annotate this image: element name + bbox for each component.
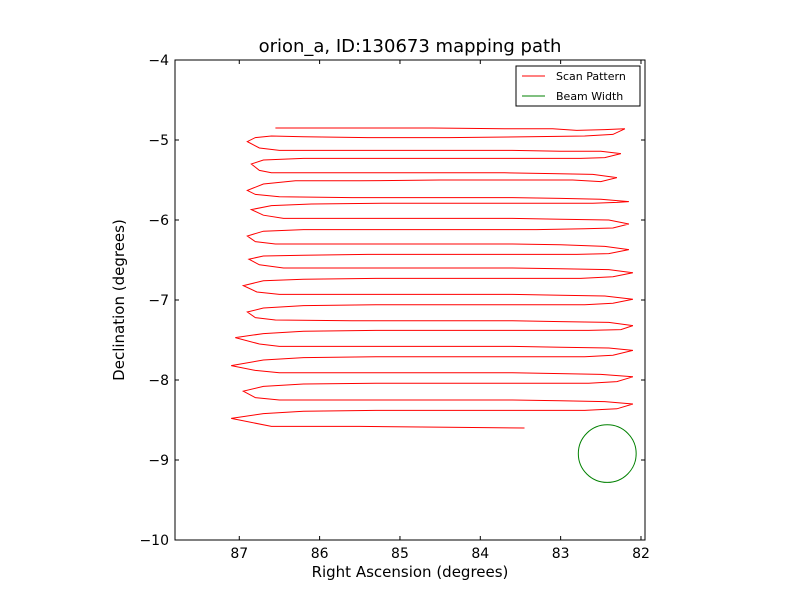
y-tick-label: −7 <box>148 293 169 309</box>
scan-pattern-line <box>231 127 634 429</box>
y-tick-label: −5 <box>148 133 169 149</box>
x-axis-label: Right Ascension (degrees) <box>312 563 509 581</box>
y-tick-label: −8 <box>148 373 169 389</box>
y-axis-label: Declination (degrees) <box>110 219 128 381</box>
legend-label-beam-width: Beam Width <box>556 90 623 103</box>
x-tick-label: 84 <box>471 546 489 562</box>
y-tick-label: −4 <box>148 53 169 69</box>
x-tick-label: 83 <box>552 546 570 562</box>
legend: Scan Pattern Beam Width <box>515 65 641 107</box>
x-tick-label: 86 <box>311 546 329 562</box>
y-tick-label: −9 <box>148 453 169 469</box>
ticks: 87 86 85 84 83 82 −10 −9 −8 −7 −6 −5 −4 <box>139 53 649 562</box>
axes-frame <box>174 59 646 541</box>
legend-label-scan-pattern: Scan Pattern <box>556 70 626 83</box>
chart-title: orion_a, ID:130673 mapping path <box>259 36 562 57</box>
y-tick-label: −10 <box>139 533 169 549</box>
x-tick-label: 87 <box>230 546 248 562</box>
legend-box <box>515 65 641 107</box>
x-tick-label: 85 <box>391 546 409 562</box>
x-tick-label: 82 <box>632 546 650 562</box>
beam-width-circle <box>577 424 637 483</box>
plot-content <box>231 127 637 483</box>
y-tick-label: −6 <box>148 213 169 229</box>
